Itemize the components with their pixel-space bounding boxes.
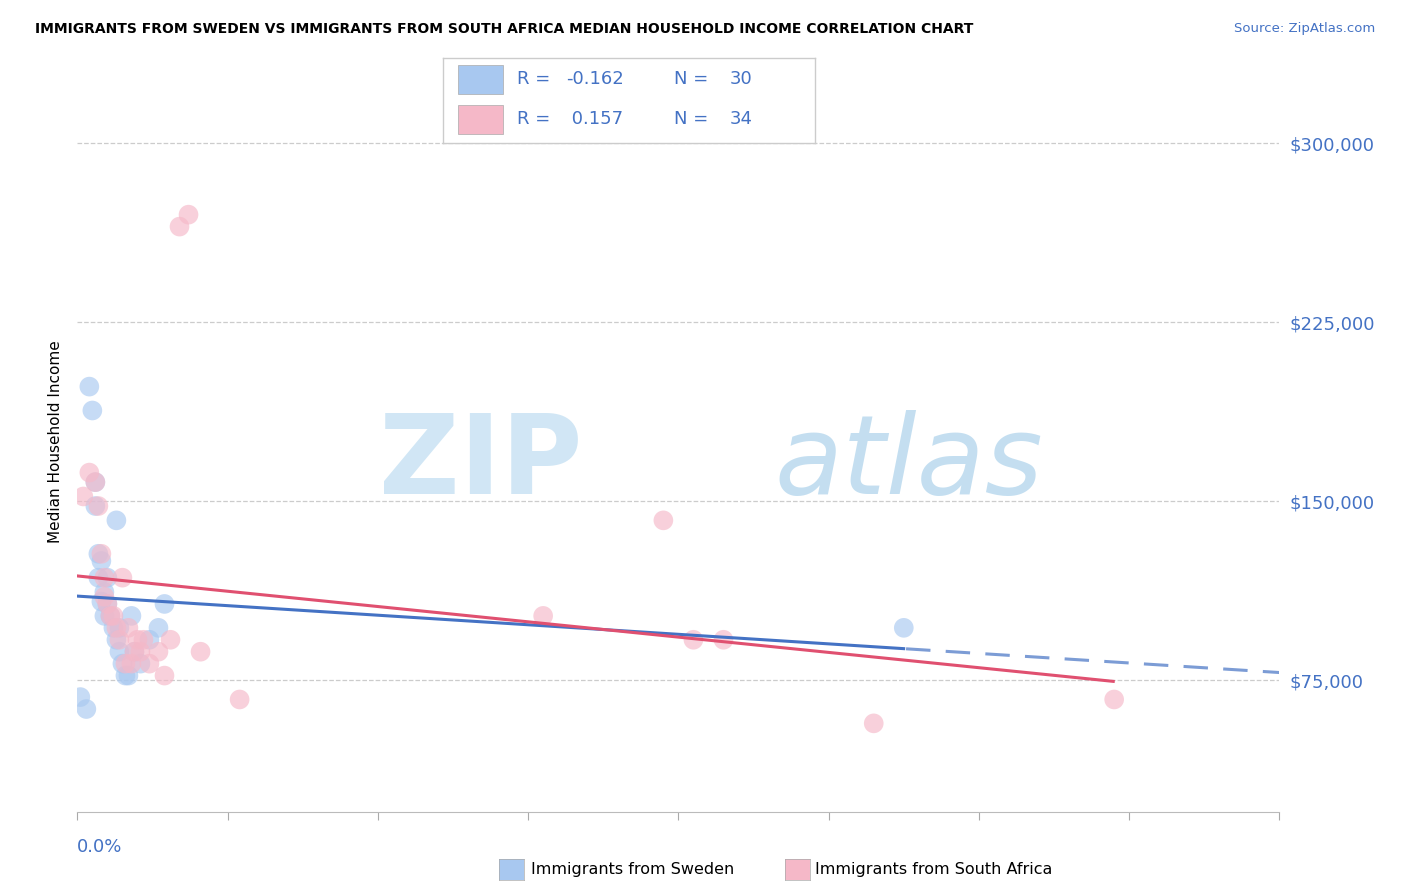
Point (108, 621, 131, 635)
Point (117, 668, 139, 682)
Point (96, 597, 118, 611)
Point (93, 608, 115, 623)
Point (105, 513, 128, 527)
Point (129, 657, 152, 671)
Text: -0.162: -0.162 (565, 70, 624, 88)
Point (228, 692, 250, 706)
Point (132, 632, 155, 647)
Point (111, 657, 134, 671)
Point (103, 608, 125, 623)
Point (79, 379, 101, 393)
Point (124, 645, 146, 659)
Point (177, 208, 200, 222)
Point (108, 632, 131, 647)
Point (120, 657, 142, 671)
Point (169, 219, 191, 234)
Point (148, 621, 170, 635)
Point (713, 632, 735, 647)
Point (108, 645, 131, 659)
Point (127, 632, 149, 647)
Point (153, 668, 176, 682)
Point (100, 608, 122, 623)
Point (84, 499, 107, 513)
Point (862, 716, 884, 731)
Point (100, 608, 122, 623)
Point (69, 690, 91, 704)
Text: 0.0%: 0.0% (77, 838, 122, 856)
Point (148, 645, 170, 659)
Point (105, 621, 128, 635)
Point (124, 645, 146, 659)
Text: Source: ZipAtlas.com: Source: ZipAtlas.com (1234, 22, 1375, 36)
FancyBboxPatch shape (458, 105, 502, 134)
Text: R =: R = (517, 110, 557, 128)
Point (84, 475, 107, 490)
Point (138, 632, 160, 647)
Point (75, 702, 97, 716)
Point (87, 499, 110, 513)
Point (120, 608, 142, 623)
Point (190, 645, 212, 659)
Point (117, 621, 139, 635)
Point (90, 554, 112, 568)
Point (652, 513, 675, 527)
Point (111, 571, 134, 585)
Text: atlas: atlas (775, 410, 1043, 517)
Text: 30: 30 (730, 70, 752, 88)
Point (1102, 692, 1125, 706)
Point (153, 597, 176, 611)
Text: Immigrants from South Africa: Immigrants from South Africa (815, 863, 1053, 877)
Point (159, 632, 181, 647)
Point (138, 657, 160, 671)
FancyBboxPatch shape (458, 65, 502, 94)
Point (96, 571, 118, 585)
Point (105, 632, 128, 647)
Point (93, 590, 115, 604)
Text: ZIP: ZIP (378, 410, 582, 517)
Point (79, 466, 101, 480)
Point (93, 571, 115, 585)
Text: R =: R = (517, 70, 557, 88)
Text: Immigrants from Sweden: Immigrants from Sweden (531, 863, 735, 877)
Y-axis label: Median Household Income: Median Household Income (48, 340, 63, 543)
Text: N =: N = (673, 110, 714, 128)
Text: N =: N = (673, 70, 714, 88)
Point (82, 403, 104, 417)
Point (531, 608, 554, 623)
Point (87, 571, 110, 585)
Point (84, 475, 107, 490)
Point (103, 621, 125, 635)
Point (72, 490, 94, 504)
Text: IMMIGRANTS FROM SWEDEN VS IMMIGRANTS FROM SOUTH AFRICA MEDIAN HOUSEHOLD INCOME C: IMMIGRANTS FROM SWEDEN VS IMMIGRANTS FRO… (35, 22, 973, 37)
Point (90, 594, 112, 608)
Point (87, 547, 110, 561)
Point (129, 645, 152, 659)
Point (893, 621, 915, 635)
Point (96, 597, 118, 611)
Point (93, 585, 115, 599)
Point (90, 547, 112, 561)
Text: 0.157: 0.157 (565, 110, 623, 128)
Point (114, 657, 136, 671)
Point (114, 668, 136, 682)
Text: 34: 34 (730, 110, 752, 128)
Point (682, 632, 704, 647)
